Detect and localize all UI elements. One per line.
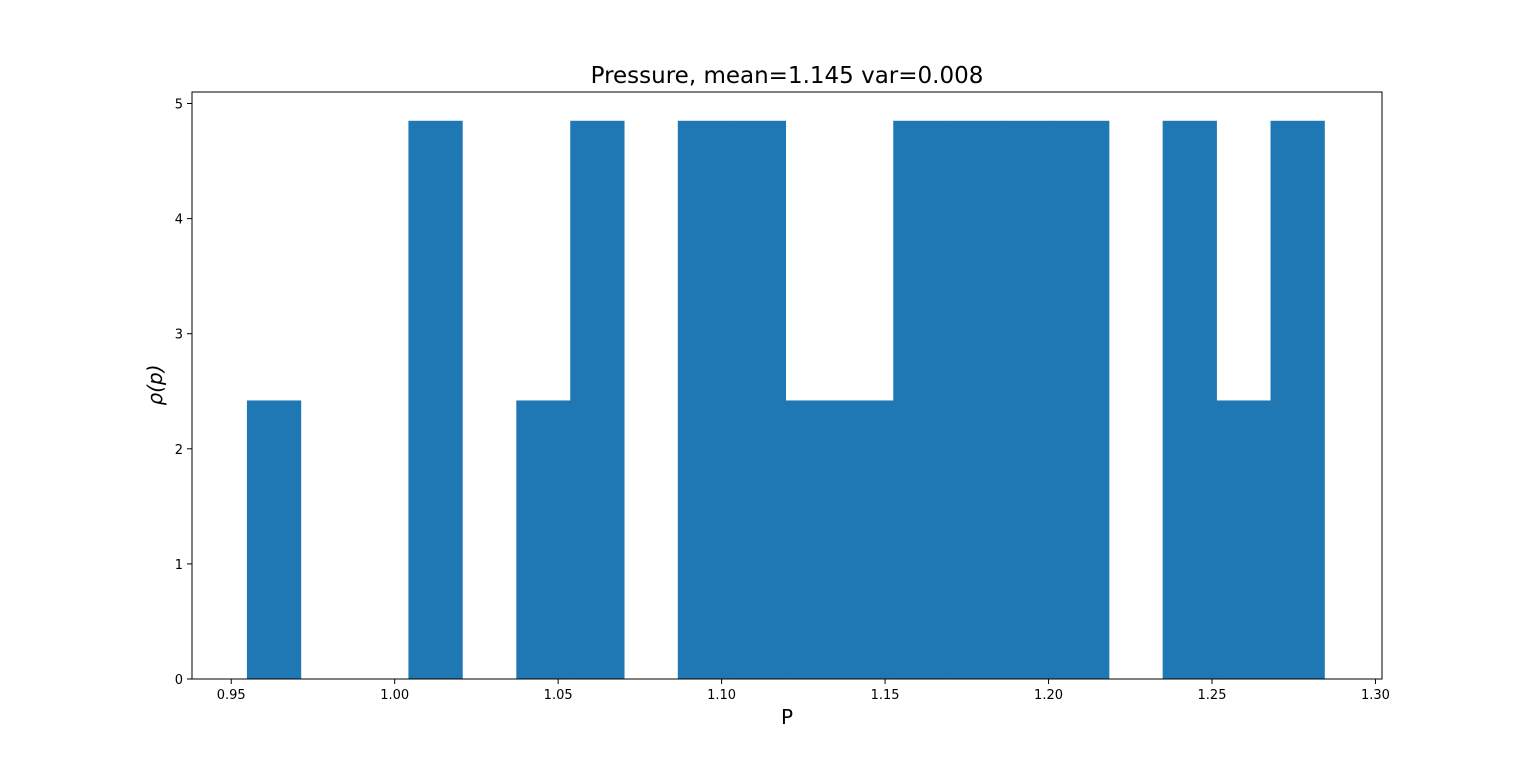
x-tick-label-2: 1.05 [544, 688, 573, 703]
histogram-bar-10 [1001, 120, 1056, 679]
bars-group [246, 120, 1325, 679]
x-tick-label-1: 1.00 [380, 688, 409, 703]
histogram-bar-6 [785, 400, 840, 679]
histogram-bar-1 [408, 120, 463, 679]
histogram-bar-3 [570, 120, 625, 679]
x-axis-ticks: 0.95 1.00 1.05 1.10 1.15 1.20 1.25 1.30 [217, 679, 1390, 703]
x-tick-label-6: 1.25 [1198, 688, 1227, 703]
histogram-bar-7 [839, 400, 894, 679]
x-tick-label-3: 1.10 [707, 688, 736, 703]
y-tick-label-3: 3 [175, 328, 183, 343]
histogram-bar-2 [516, 400, 571, 679]
histogram-bar-11 [1055, 120, 1110, 679]
chart-title: Pressure, mean=1.145 var=0.008 [591, 63, 984, 89]
plot-frame [191, 91, 1383, 680]
y-axis-ticks: 0 1 2 3 4 5 [175, 98, 192, 688]
histogram-bar-14 [1270, 120, 1325, 679]
x-tick-label-7: 1.30 [1361, 688, 1390, 703]
x-tick-label-0: 0.95 [217, 688, 246, 703]
histogram-bar-0 [246, 400, 302, 679]
y-tick-label-0: 0 [175, 673, 183, 688]
y-axis-label: ρ(p) [143, 365, 167, 406]
histogram-bar-4 [677, 120, 733, 679]
histogram-bar-8 [893, 120, 948, 679]
y-tick-label-1: 1 [175, 558, 183, 573]
x-tick-label-4: 1.15 [871, 688, 900, 703]
x-tick-label-5: 1.20 [1034, 688, 1063, 703]
histogram-bar-9 [947, 120, 1002, 679]
y-tick-label-4: 4 [175, 213, 183, 228]
histogram-bar-13 [1216, 400, 1271, 679]
x-axis-label: P [781, 705, 793, 729]
histogram-bar-12 [1162, 120, 1217, 679]
y-tick-label-5: 5 [175, 98, 183, 113]
y-tick-label-2: 2 [175, 443, 183, 458]
histogram-bar-5 [731, 120, 787, 679]
